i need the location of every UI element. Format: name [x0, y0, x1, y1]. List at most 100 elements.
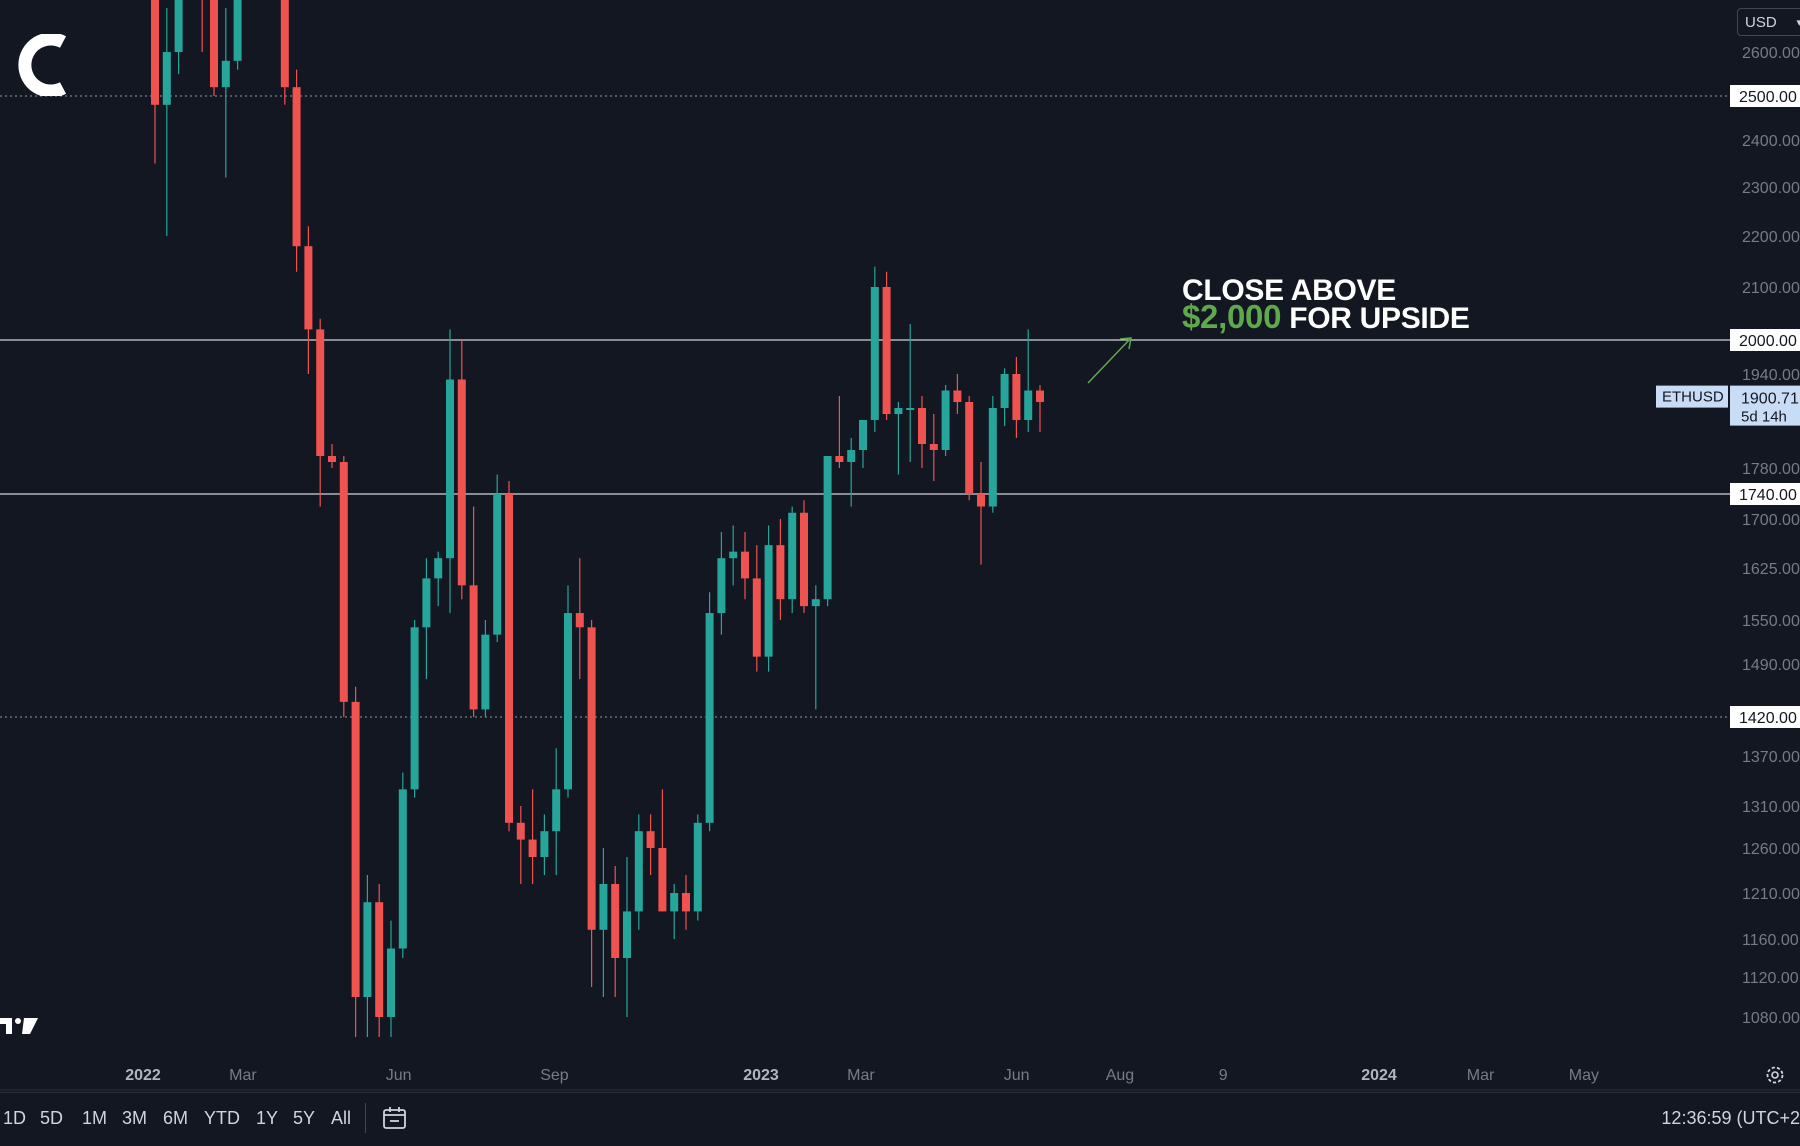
- timeframe-6m[interactable]: 6M: [163, 1108, 189, 1128]
- candle-body: [410, 627, 419, 790]
- candle: [1012, 357, 1021, 438]
- candle-body: [705, 613, 714, 823]
- candle-body: [316, 329, 325, 456]
- calendar-icon[interactable]: [381, 1104, 409, 1132]
- candle: [552, 748, 561, 875]
- symbol-tag-box: [1656, 385, 1728, 408]
- annotation-arrow-head: [1119, 337, 1132, 350]
- candle-body: [1024, 390, 1033, 420]
- time-tick-5: Mar: [847, 1067, 875, 1084]
- candle-body: [575, 613, 584, 628]
- chart-annotation: CLOSE ABOVE $2,000 FOR UPSIDE: [1182, 276, 1470, 334]
- candle-body: [587, 627, 596, 930]
- candle: [469, 506, 478, 717]
- tradingview-logo: [0, 1018, 38, 1034]
- time-tick-2: Jun: [386, 1067, 412, 1084]
- candle: [481, 620, 490, 717]
- timeframe-3m[interactable]: 3M: [122, 1108, 148, 1128]
- level-price-label: 2000.00: [1739, 333, 1797, 350]
- candle: [292, 69, 301, 272]
- coin-logo: [18, 34, 67, 96]
- candle: [410, 620, 419, 798]
- candle: [540, 814, 549, 875]
- timeframe-1d[interactable]: 1D: [3, 1108, 27, 1128]
- candle: [894, 402, 903, 475]
- candle: [882, 271, 891, 420]
- timeframe-ytd[interactable]: YTD: [204, 1108, 240, 1128]
- candle-body: [965, 402, 974, 494]
- candle: [446, 329, 454, 614]
- timeframe-all[interactable]: All: [331, 1108, 352, 1128]
- candle: [953, 374, 962, 414]
- price-tick-21: 1120.00: [1742, 970, 1799, 987]
- candle-body: [859, 420, 867, 450]
- candle: [646, 814, 655, 875]
- candle-body: [682, 893, 690, 912]
- candle-body: [363, 902, 372, 997]
- candle-body: [328, 456, 336, 462]
- candle: [151, 0, 159, 164]
- time-tick-1: Mar: [229, 1067, 257, 1084]
- candle-body: [906, 408, 915, 410]
- candle: [233, 0, 242, 70]
- candle: [988, 396, 997, 513]
- candle: [705, 592, 714, 832]
- price-tick-5: 2100.00: [1742, 280, 1800, 297]
- candle-body: [446, 379, 454, 559]
- time-tick-11: May: [1569, 1067, 1599, 1084]
- chevron-down-icon: ▾: [1796, 17, 1800, 29]
- candle: [201, 0, 203, 52]
- currency-selector[interactable]: USD ▾: [1737, 8, 1800, 36]
- candle: [929, 414, 938, 481]
- candle-body: [882, 287, 891, 414]
- currency-label: USD: [1745, 14, 1777, 31]
- candlestick-chart[interactable]: 2600.00 2500.00 2400.00 2300.00 2200.00 2100.…: [0, 0, 1800, 1092]
- candle: [210, 0, 218, 96]
- candle: [316, 318, 325, 507]
- candle: [623, 857, 631, 1017]
- level-price-label: 2500.00: [1739, 89, 1797, 106]
- time-tick-0: 2022: [125, 1067, 161, 1084]
- price-axis[interactable]: 2600.00 2500.00 2400.00 2300.00 2200.00 2100.…: [1656, 0, 1800, 1092]
- clock[interactable]: 12:36:59 (UTC+2: [1661, 1108, 1800, 1128]
- timeframe-5d[interactable]: 5D: [40, 1108, 64, 1128]
- timeframe-1y[interactable]: 1Y: [256, 1108, 279, 1128]
- candle-body: [977, 494, 985, 507]
- candle: [221, 8, 230, 178]
- price-tick-18: 1260.00: [1742, 841, 1800, 858]
- settings-gear-icon[interactable]: [1764, 1064, 1786, 1086]
- candle-body: [729, 551, 738, 559]
- candle-body: [505, 494, 513, 823]
- candle: [941, 385, 950, 456]
- candle-body: [552, 789, 561, 832]
- candle-body: [800, 512, 808, 607]
- candle-body: [670, 893, 679, 912]
- time-axis[interactable]: 2022 Mar Jun Sep 2023 Mar Jun Aug 9 2024 Mar May: [0, 1067, 1800, 1091]
- candle: [599, 848, 608, 997]
- timeframe-5y[interactable]: 5Y: [293, 1108, 316, 1128]
- candle-body: [387, 948, 395, 1017]
- candle-body: [339, 462, 348, 702]
- candle: [422, 558, 431, 680]
- price-tick-9: 1780.00: [1742, 461, 1800, 478]
- candle-body: [1012, 374, 1021, 420]
- candle-body: [493, 494, 502, 635]
- candle-body: [469, 585, 478, 710]
- candle: [800, 500, 808, 614]
- candle-body: [540, 831, 549, 857]
- toolbar-divider: [365, 1103, 366, 1133]
- candle-body: [764, 545, 773, 657]
- candle: [788, 506, 797, 614]
- price-tick-7: 1940.00: [1742, 367, 1800, 384]
- candle-body: [611, 884, 620, 958]
- candle: [670, 884, 679, 939]
- candle: [363, 875, 372, 1037]
- price-axis-background: [1730, 0, 1800, 1092]
- timeframe-1m[interactable]: 1M: [82, 1108, 108, 1128]
- candle-body: [422, 578, 431, 628]
- time-tick-8: 9: [1219, 1067, 1228, 1084]
- level-price-box: [1730, 483, 1800, 505]
- last-price-box: [1730, 385, 1800, 426]
- candle-body: [599, 884, 608, 930]
- price-tick-19: 1210.00: [1742, 886, 1800, 903]
